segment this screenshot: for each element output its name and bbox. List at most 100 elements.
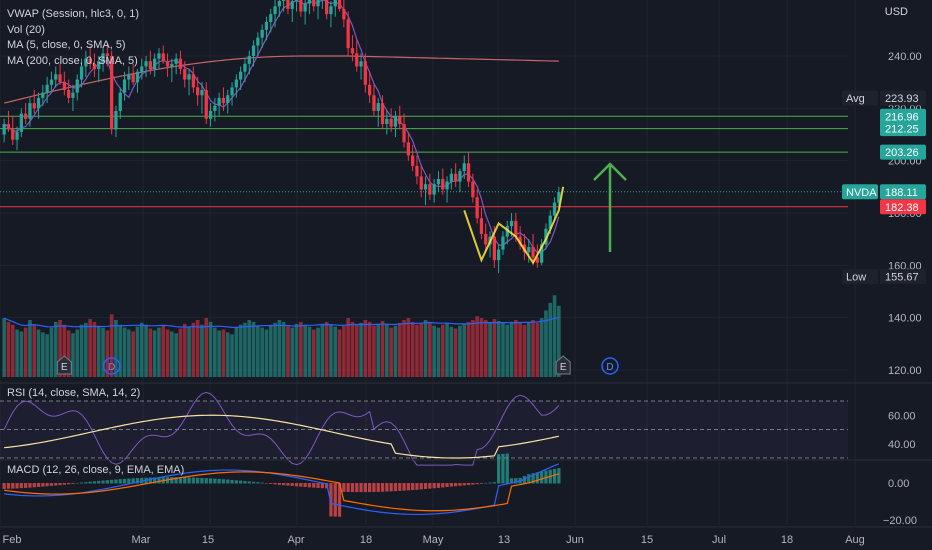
candle xyxy=(380,95,385,130)
dividend-marker-shape xyxy=(601,357,619,375)
dividend-marker-icon[interactable]: D xyxy=(601,357,619,375)
macd-histogram-bar xyxy=(509,478,514,484)
price-tag-value: 216.96 xyxy=(885,111,919,123)
price-tag-level-212[interactable]: 212.25 xyxy=(880,121,926,137)
candle-body xyxy=(509,220,514,227)
volume-bar xyxy=(397,322,402,377)
rsi-line xyxy=(3,391,560,466)
volume-bar xyxy=(109,314,114,377)
macd-histogram-bar xyxy=(376,483,380,492)
candle-body xyxy=(419,176,423,190)
volume-bar xyxy=(195,320,200,377)
candle-body xyxy=(337,0,342,9)
macd-histogram-bar xyxy=(208,478,213,484)
candle xyxy=(178,50,183,75)
price-tag-low[interactable]: 155.67 Low xyxy=(842,269,926,285)
event-marker-letter: D xyxy=(108,362,115,373)
currency-label[interactable]: USD xyxy=(884,6,908,18)
volume-bar xyxy=(251,321,256,377)
dividend-marker-shape xyxy=(102,357,121,375)
dividend-marker-icon[interactable]: D xyxy=(102,357,121,375)
candle xyxy=(325,0,329,20)
volume-bar xyxy=(75,329,80,377)
price-tag-level-203[interactable]: 203.26 xyxy=(880,144,926,160)
macd-histogram-bar xyxy=(462,483,466,486)
candle xyxy=(157,48,161,70)
candle xyxy=(269,8,273,33)
macd-histogram-bar xyxy=(226,479,230,484)
candle-body xyxy=(449,173,453,182)
volume-bar xyxy=(535,322,540,377)
candle-body xyxy=(148,61,152,70)
candle-body xyxy=(41,92,45,98)
candle-body xyxy=(475,197,479,219)
macd-histogram-bar xyxy=(114,479,118,484)
candle xyxy=(148,50,152,75)
volume-bar xyxy=(41,332,45,377)
macd-histogram-bar xyxy=(303,483,307,488)
candle xyxy=(88,45,92,70)
candle xyxy=(411,144,415,172)
candle xyxy=(290,0,294,22)
candle xyxy=(527,239,531,263)
price-tag-level-216[interactable]: 216.96 xyxy=(880,108,926,124)
legend-ma-200[interactable]: MA (200, close, 0, SMA, 5) xyxy=(7,54,138,67)
candle xyxy=(557,186,561,208)
volume-bar xyxy=(277,320,282,377)
candle-body xyxy=(140,66,144,72)
candle-body xyxy=(471,181,475,198)
volume-bar xyxy=(475,316,479,377)
macd-histogram-bar xyxy=(32,483,36,488)
volume-bar xyxy=(548,302,553,377)
macd-histogram-bar xyxy=(217,478,221,484)
candle-body xyxy=(544,228,548,245)
candle xyxy=(204,82,208,125)
candle-body xyxy=(196,87,200,96)
price-tag-level-182[interactable]: 182.38 xyxy=(880,199,926,215)
volume-bar xyxy=(380,320,385,377)
volume-bar xyxy=(53,321,58,377)
macd-histogram-bar xyxy=(385,483,389,492)
volume-bars xyxy=(2,295,561,377)
candle xyxy=(49,71,54,93)
macd-pane-title[interactable]: MACD (12, 26, close, 9, EMA, EMA) xyxy=(7,464,185,476)
candle-body xyxy=(497,249,501,261)
volume-bar xyxy=(118,324,123,377)
candle xyxy=(97,56,101,83)
time-axis-label: 15 xyxy=(202,534,214,546)
volume-bar xyxy=(49,327,54,377)
legend-volume[interactable]: Vol (20) xyxy=(7,23,45,36)
macd-histogram-bar xyxy=(501,453,505,484)
rsi-pane-title[interactable]: RSI (14, close, SMA, 14, 2) xyxy=(7,387,141,399)
volume-bar xyxy=(19,331,24,377)
candle xyxy=(466,152,471,187)
macd-histogram-bar xyxy=(264,483,269,484)
ma-5-line xyxy=(3,0,560,254)
macd-histogram-bar xyxy=(41,483,45,487)
macd-histogram-bar xyxy=(441,483,445,488)
price-tag-last-price[interactable]: 188.11 NVDA xyxy=(842,184,926,200)
macd-histogram-bar xyxy=(45,483,49,487)
candle xyxy=(518,226,522,250)
candle-body xyxy=(398,116,402,125)
legend-vwap[interactable]: VWAP (Session, hlc3, 0, 1) xyxy=(7,8,140,20)
price-tag-value-box xyxy=(880,199,926,215)
volume-bar xyxy=(299,321,303,377)
candle xyxy=(11,116,15,145)
candle-body xyxy=(101,53,105,62)
candle-body xyxy=(557,192,561,203)
volume-bar xyxy=(552,295,557,377)
candle-body xyxy=(62,82,66,91)
candle-body xyxy=(273,6,277,15)
candle xyxy=(294,0,299,12)
candle-body xyxy=(428,184,432,195)
macd-histogram-bar xyxy=(187,477,191,484)
candle-body xyxy=(389,118,393,127)
price-tag-avg[interactable]: 223.93 Avg xyxy=(842,90,926,106)
price-tag-value-box xyxy=(880,108,926,124)
earnings-marker-icon[interactable]: E xyxy=(555,355,571,375)
candle xyxy=(32,90,36,114)
earnings-marker-icon[interactable]: E xyxy=(56,355,72,375)
legend-ma-5[interactable]: MA (5, close, 0, SMA, 5) xyxy=(7,39,126,51)
